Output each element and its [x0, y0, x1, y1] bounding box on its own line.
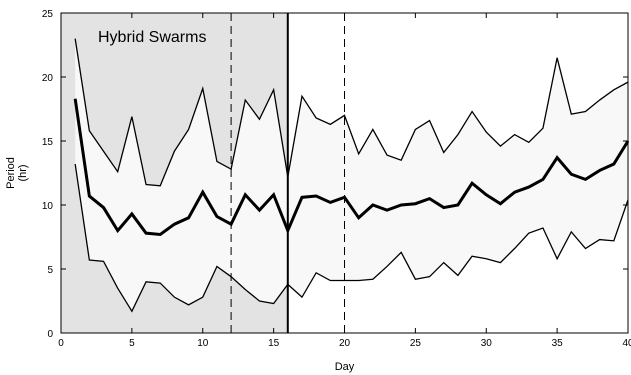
upper-series-line	[74, 38, 629, 187]
y-tick-label: 25	[42, 9, 54, 20]
y-tick-label: 15	[42, 137, 54, 148]
x-tick-label: 15	[268, 338, 280, 349]
y-tick-label: 20	[42, 73, 54, 84]
y-tick-label: 5	[47, 265, 53, 276]
x-tick-label: 30	[481, 338, 493, 349]
x-tick-label: 25	[410, 338, 422, 349]
y-tick-label: 0	[47, 329, 53, 340]
plot-area	[61, 13, 630, 333]
y-tick-label: 10	[42, 201, 54, 212]
x-tick-label: 0	[58, 338, 64, 349]
y-axis-label-line: (hr)	[17, 164, 29, 181]
lower-series-line	[74, 163, 629, 313]
mean-series-line	[73, 98, 630, 236]
x-axis-label: Day	[335, 361, 355, 373]
x-tick-label: 20	[339, 338, 351, 349]
x-tick-label: 5	[129, 338, 135, 349]
y-axis-label-line: Period	[5, 157, 17, 189]
x-tick-label: 35	[552, 338, 564, 349]
chart-annotation: Hybrid Swarms	[98, 29, 206, 46]
y-axis-label: Period(hr)	[5, 157, 29, 189]
axes: 0 5 10 15 20 25 30 35 40 0 5 10 15 20 25	[42, 9, 631, 349]
range-band	[75, 38, 629, 312]
x-tick-label: 10	[197, 338, 209, 349]
x-tick-label: 40	[622, 338, 631, 349]
